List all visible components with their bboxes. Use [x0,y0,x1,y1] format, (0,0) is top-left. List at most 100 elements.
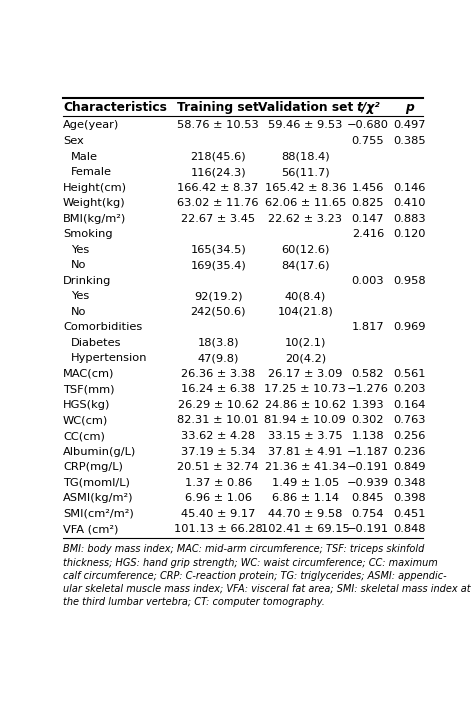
Text: 56(11.7): 56(11.7) [281,167,330,177]
Text: Validation set: Validation set [258,101,353,114]
Text: 20(4.2): 20(4.2) [285,353,326,364]
Text: 0.203: 0.203 [393,384,425,394]
Text: MAC(cm): MAC(cm) [63,369,114,379]
Text: BMI(kg/m²): BMI(kg/m²) [63,214,126,224]
Text: Weight(kg): Weight(kg) [63,198,126,208]
Text: 102.41 ± 69.15: 102.41 ± 69.15 [261,524,350,534]
Text: 116(24.3): 116(24.3) [191,167,246,177]
Text: 0.385: 0.385 [393,136,426,146]
Text: Training set: Training set [177,101,259,114]
Text: p: p [405,101,413,114]
Text: 33.62 ± 4.28: 33.62 ± 4.28 [181,431,255,441]
Text: 58.76 ± 10.53: 58.76 ± 10.53 [177,120,259,130]
Text: No: No [71,307,87,317]
Text: 47(9.8): 47(9.8) [198,353,239,364]
Text: 44.70 ± 9.58: 44.70 ± 9.58 [268,508,343,518]
Text: 1.138: 1.138 [352,431,384,441]
Text: −0.939: −0.939 [347,478,389,488]
Text: Drinking: Drinking [63,276,111,286]
Text: SMI(cm²/m²): SMI(cm²/m²) [63,508,134,518]
Text: 45.40 ± 9.17: 45.40 ± 9.17 [181,508,255,518]
Text: 37.19 ± 5.34: 37.19 ± 5.34 [181,447,255,457]
Text: 24.86 ± 10.62: 24.86 ± 10.62 [265,400,346,410]
Text: 40(8.4): 40(8.4) [285,291,326,301]
Text: Female: Female [71,167,112,177]
Text: Hypertension: Hypertension [71,353,147,364]
Text: 1.456: 1.456 [352,183,384,193]
Text: ASMI(kg/m²): ASMI(kg/m²) [63,493,133,503]
Text: Male: Male [71,151,98,161]
Text: Smoking: Smoking [63,229,112,239]
Text: 84(17.6): 84(17.6) [281,260,329,270]
Text: 37.81 ± 4.91: 37.81 ± 4.91 [268,447,343,457]
Text: 63.02 ± 11.76: 63.02 ± 11.76 [177,198,259,208]
Text: Comorbidities: Comorbidities [63,323,142,332]
Text: CC(cm): CC(cm) [63,431,105,441]
Text: Yes: Yes [71,291,89,301]
Text: 242(50.6): 242(50.6) [191,307,246,317]
Text: 0.302: 0.302 [352,415,384,425]
Text: Age(year): Age(year) [63,120,119,130]
Text: 0.754: 0.754 [352,508,384,518]
Text: Diabetes: Diabetes [71,338,121,348]
Text: 0.763: 0.763 [393,415,425,425]
Text: 1.37 ± 0.86: 1.37 ± 0.86 [184,478,252,488]
Text: 26.29 ± 10.62: 26.29 ± 10.62 [177,400,259,410]
Text: 33.15 ± 3.75: 33.15 ± 3.75 [268,431,343,441]
Text: 0.256: 0.256 [393,431,425,441]
Text: 165(34.5): 165(34.5) [190,244,246,255]
Text: 0.755: 0.755 [352,136,384,146]
Text: 0.120: 0.120 [393,229,425,239]
Text: 81.94 ± 10.09: 81.94 ± 10.09 [264,415,346,425]
Text: 59.46 ± 9.53: 59.46 ± 9.53 [268,120,343,130]
Text: 166.42 ± 8.37: 166.42 ± 8.37 [177,183,259,193]
Text: 0.883: 0.883 [393,214,426,224]
Text: Height(cm): Height(cm) [63,183,127,193]
Text: 20.51 ± 32.74: 20.51 ± 32.74 [177,462,259,472]
Text: 0.348: 0.348 [393,478,425,488]
Text: 26.36 ± 3.38: 26.36 ± 3.38 [181,369,255,379]
Text: t/χ²: t/χ² [356,101,380,114]
Text: CRP(mg/L): CRP(mg/L) [63,462,123,472]
Text: 60(12.6): 60(12.6) [281,244,329,255]
Text: 0.410: 0.410 [393,198,425,208]
Text: −0.680: −0.680 [347,120,389,130]
Text: 0.146: 0.146 [393,183,425,193]
Text: −1.276: −1.276 [347,384,389,394]
Text: 0.848: 0.848 [393,524,425,534]
Text: Yes: Yes [71,244,89,255]
Text: 0.845: 0.845 [352,493,384,503]
Text: TG(moml/L): TG(moml/L) [63,478,130,488]
Text: 1.49 ± 1.05: 1.49 ± 1.05 [272,478,339,488]
Text: HGS(kg): HGS(kg) [63,400,110,410]
Text: BMI: body mass index; MAC: mid-arm circumference; TSF: triceps skinfold
thicknes: BMI: body mass index; MAC: mid-arm circu… [63,544,471,607]
Text: 0.497: 0.497 [393,120,425,130]
Text: 0.147: 0.147 [352,214,384,224]
Text: 22.62 ± 3.23: 22.62 ± 3.23 [268,214,342,224]
Text: 92(19.2): 92(19.2) [194,291,242,301]
Text: 0.849: 0.849 [393,462,425,472]
Text: −1.187: −1.187 [347,447,389,457]
Text: Sex: Sex [63,136,84,146]
Text: Albumin(g/L): Albumin(g/L) [63,447,136,457]
Text: No: No [71,260,87,270]
Text: 1.393: 1.393 [352,400,384,410]
Text: 6.86 ± 1.14: 6.86 ± 1.14 [272,493,339,503]
Text: WC(cm): WC(cm) [63,415,108,425]
Text: 0.236: 0.236 [393,447,425,457]
Text: 0.003: 0.003 [352,276,384,286]
Text: 26.17 ± 3.09: 26.17 ± 3.09 [268,369,343,379]
Text: 169(35.4): 169(35.4) [190,260,246,270]
Text: 62.06 ± 11.65: 62.06 ± 11.65 [264,198,346,208]
Text: 22.67 ± 3.45: 22.67 ± 3.45 [181,214,255,224]
Text: 165.42 ± 8.36: 165.42 ± 8.36 [264,183,346,193]
Text: 104(21.8): 104(21.8) [277,307,333,317]
Text: TSF(mm): TSF(mm) [63,384,114,394]
Text: VFA (cm²): VFA (cm²) [63,524,118,534]
Text: 0.164: 0.164 [393,400,425,410]
Text: 1.817: 1.817 [352,323,384,332]
Text: 0.451: 0.451 [393,508,425,518]
Text: 82.31 ± 10.01: 82.31 ± 10.01 [177,415,259,425]
Text: 18(3.8): 18(3.8) [197,338,239,348]
Text: 17.25 ± 10.73: 17.25 ± 10.73 [264,384,346,394]
